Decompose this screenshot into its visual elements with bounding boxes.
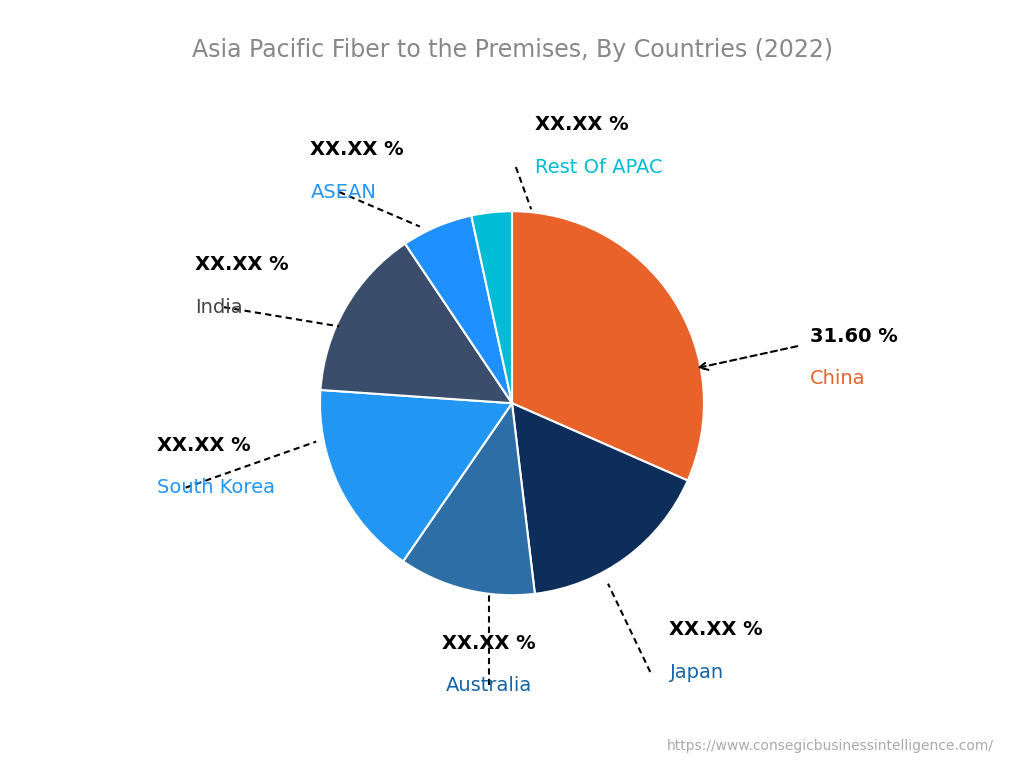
Text: Rest Of APAC: Rest Of APAC <box>535 157 663 177</box>
Text: Asia Pacific Fiber to the Premises, By Countries (2022): Asia Pacific Fiber to the Premises, By C… <box>191 38 833 62</box>
Text: XX.XX %: XX.XX % <box>442 634 536 653</box>
Wedge shape <box>512 211 703 481</box>
Wedge shape <box>403 403 535 595</box>
Text: XX.XX %: XX.XX % <box>157 436 251 455</box>
Text: XX.XX %: XX.XX % <box>535 115 629 134</box>
Wedge shape <box>321 243 512 403</box>
Wedge shape <box>471 211 512 403</box>
Text: Australia: Australia <box>445 676 532 695</box>
Text: South Korea: South Korea <box>157 478 274 497</box>
Wedge shape <box>406 216 512 403</box>
Text: XX.XX %: XX.XX % <box>670 621 763 639</box>
Text: 31.60 %: 31.60 % <box>810 326 897 346</box>
Text: China: China <box>810 369 865 388</box>
Text: XX.XX %: XX.XX % <box>196 256 289 274</box>
Text: https://www.consegicbusinessintelligence.com/: https://www.consegicbusinessintelligence… <box>667 739 993 753</box>
Text: Japan: Japan <box>670 663 724 681</box>
Wedge shape <box>321 390 512 561</box>
Text: ASEAN: ASEAN <box>310 183 376 201</box>
Wedge shape <box>512 403 688 594</box>
Text: India: India <box>196 298 243 316</box>
Text: XX.XX %: XX.XX % <box>310 141 404 159</box>
